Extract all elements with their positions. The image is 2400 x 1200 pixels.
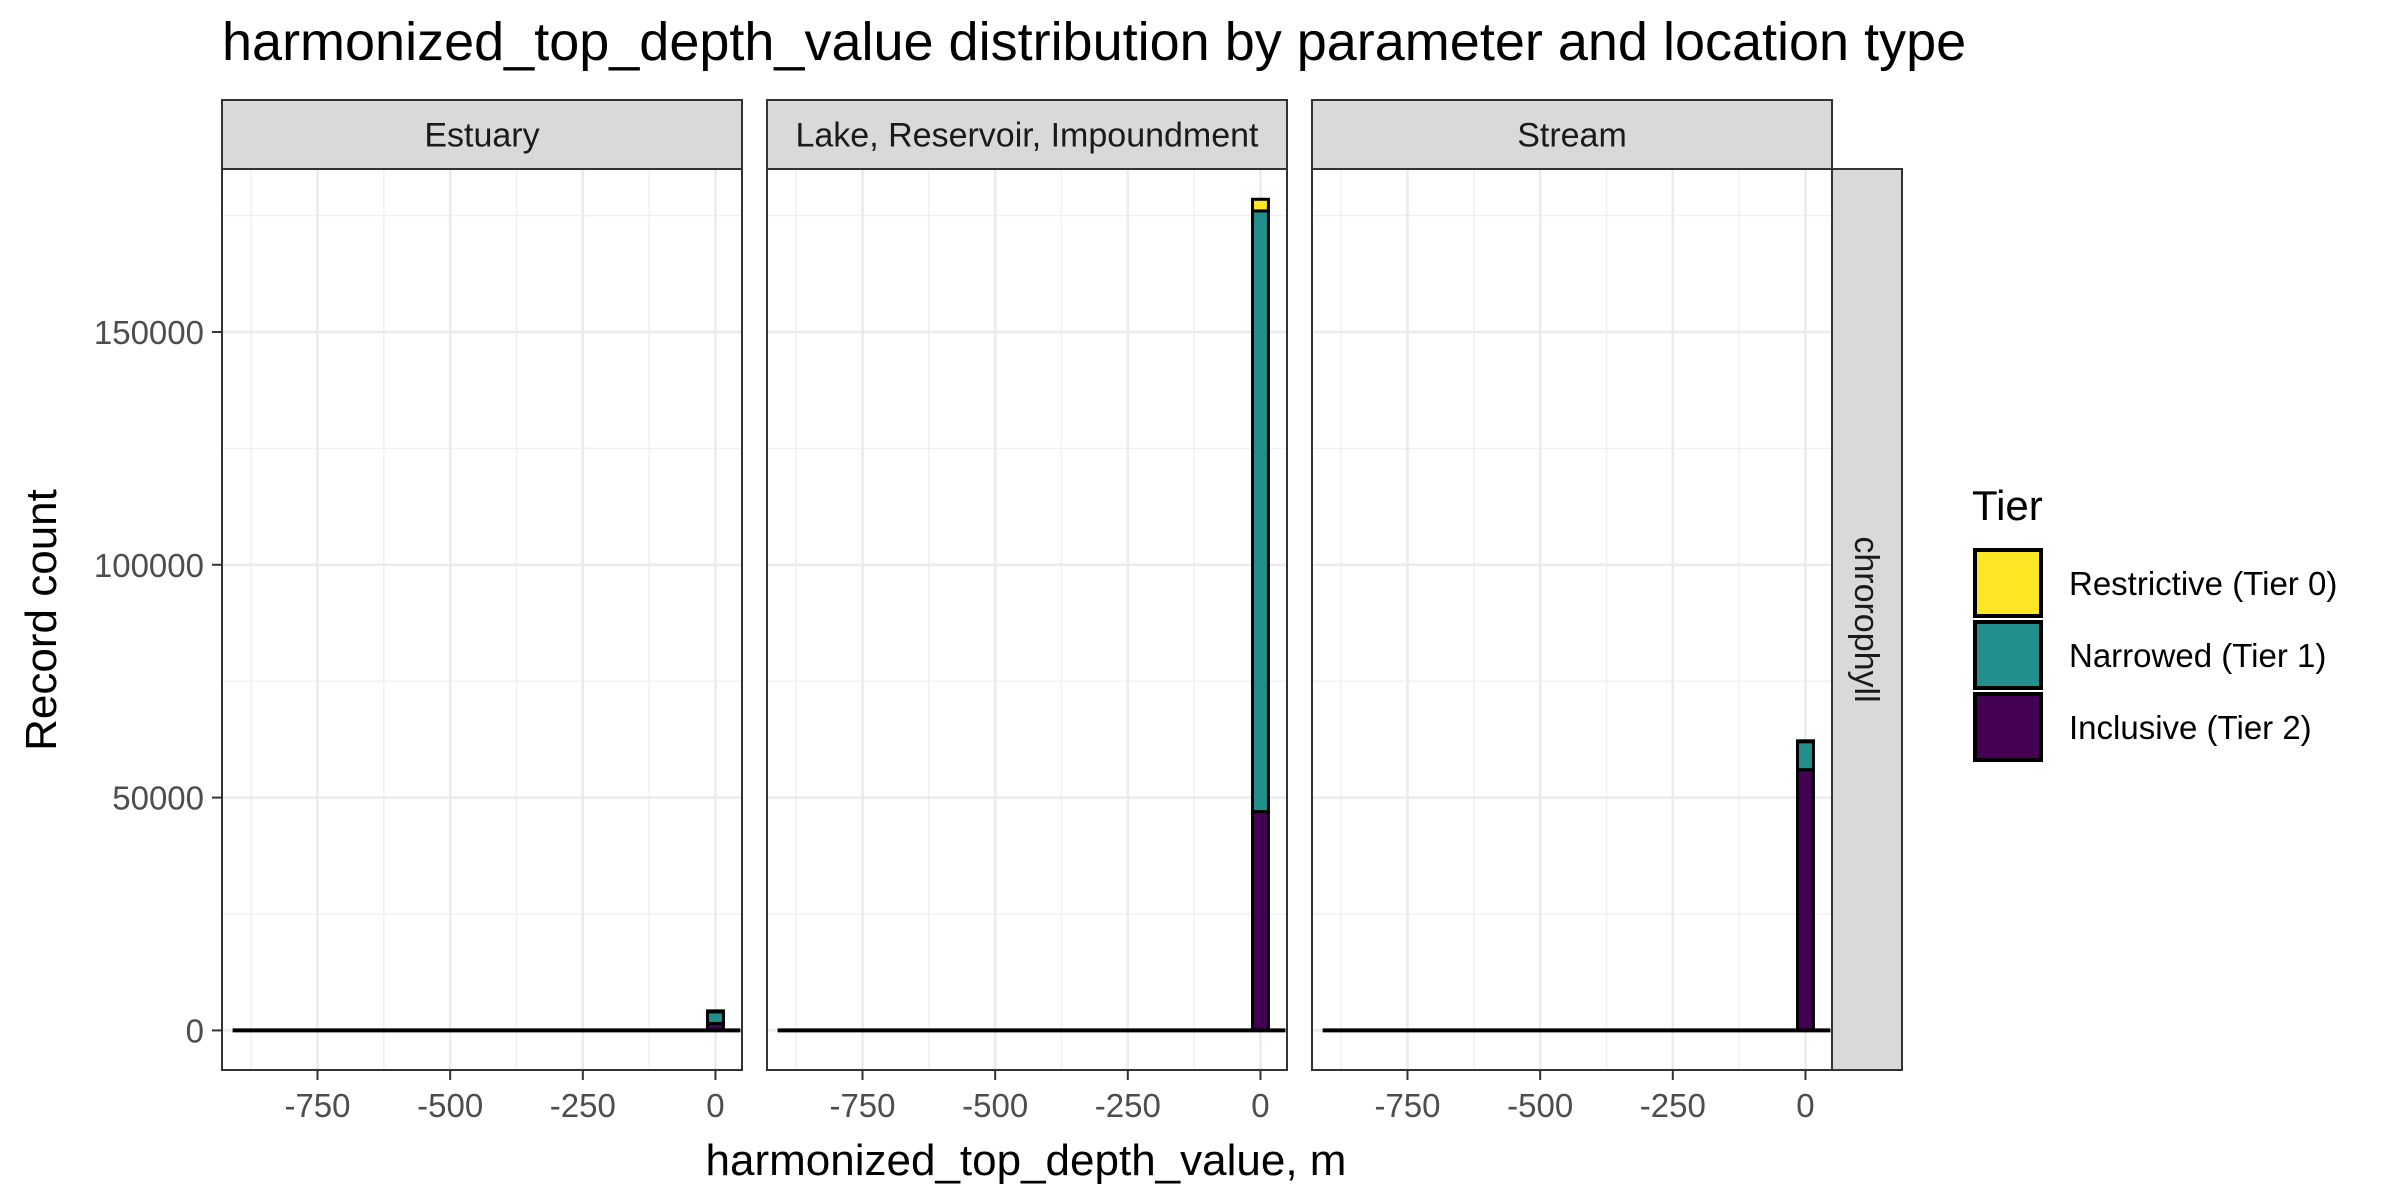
facet-strip: [766, 99, 1288, 170]
row-strip-background: [1831, 168, 1903, 1071]
bar-segment-inclusive: [1796, 768, 1815, 1032]
panel-border: [221, 168, 743, 1071]
x-tick-label: -500: [1507, 1087, 1573, 1124]
x-tick-label: -250: [1640, 1087, 1706, 1124]
x-tick-label: -750: [284, 1087, 350, 1124]
panel-background: [1312, 169, 1832, 1070]
y-tick-label: 150000: [94, 314, 204, 351]
x-tick-label: -250: [550, 1087, 616, 1124]
x-tick-label: -750: [829, 1087, 895, 1124]
x-tick-label: -500: [417, 1087, 483, 1124]
bar-segment-narrowed: [1796, 740, 1815, 772]
bar-segment-inclusive: [1251, 810, 1270, 1032]
y-axis-title: Record count: [17, 489, 66, 751]
x-tick-label: 0: [1251, 1087, 1269, 1124]
legend-label: Inclusive (Tier 2): [2069, 709, 2312, 746]
facet-strip-label: Estuary: [424, 117, 539, 155]
x-axis-title: harmonized_top_depth_value, m: [706, 1136, 1347, 1185]
x-tick-label: 0: [706, 1087, 724, 1124]
facet-strip: [1311, 99, 1833, 170]
y-tick-label: 0: [186, 1012, 204, 1049]
facet-strip: [221, 99, 743, 170]
panel-background: [222, 169, 742, 1070]
x-tick-label: -250: [1095, 1087, 1161, 1124]
x-tick-label: 0: [1796, 1087, 1814, 1124]
y-tick-label: 50000: [112, 780, 204, 817]
legend-label: Narrowed (Tier 1): [2069, 637, 2326, 674]
facet-panel: Stream -750 -500 -250 0: [1311, 99, 1833, 1124]
legend-key: [1973, 620, 2043, 690]
x-tick-label: -750: [1374, 1087, 1440, 1124]
legend-title: Tier: [1972, 482, 2043, 529]
facet-strip-label: Stream: [1517, 117, 1627, 155]
panel-background: [767, 169, 1287, 1070]
legend: Tier Restrictive (Tier 0) Narrowed (Tier …: [1972, 482, 2337, 762]
legend-key: [1973, 548, 2043, 618]
bar-segment-narrowed: [706, 1010, 725, 1025]
row-strip-label: chrorophyll: [1847, 536, 1885, 702]
y-axis: 0 50000 100000 150000: [94, 314, 222, 1049]
bar-segment-restrictive: [1796, 739, 1815, 744]
facet-strip-label: Lake, Reservoir, Impoundment: [795, 117, 1259, 155]
x-tick-label: -500: [962, 1087, 1028, 1124]
facet-panel: Estuary -750 -500 -250 0: [221, 99, 743, 1124]
y-tick-label: 100000: [94, 547, 204, 584]
panel-border: [766, 168, 1288, 1071]
legend-key: [1973, 692, 2043, 762]
bar-segment-restrictive: [706, 1009, 725, 1014]
bar-segment-narrowed: [1251, 209, 1270, 814]
bar-segment-restrictive: [1251, 197, 1270, 213]
row-facet-strip: chrorophyll: [1831, 168, 1903, 1071]
chart-title: harmonized_top_depth_value distribution …: [222, 12, 1966, 72]
facet-panel: Lake, Reservoir, Impoundment -750 -500 -250…: [766, 99, 1288, 1124]
legend-label: Restrictive (Tier 0): [2069, 565, 2337, 602]
